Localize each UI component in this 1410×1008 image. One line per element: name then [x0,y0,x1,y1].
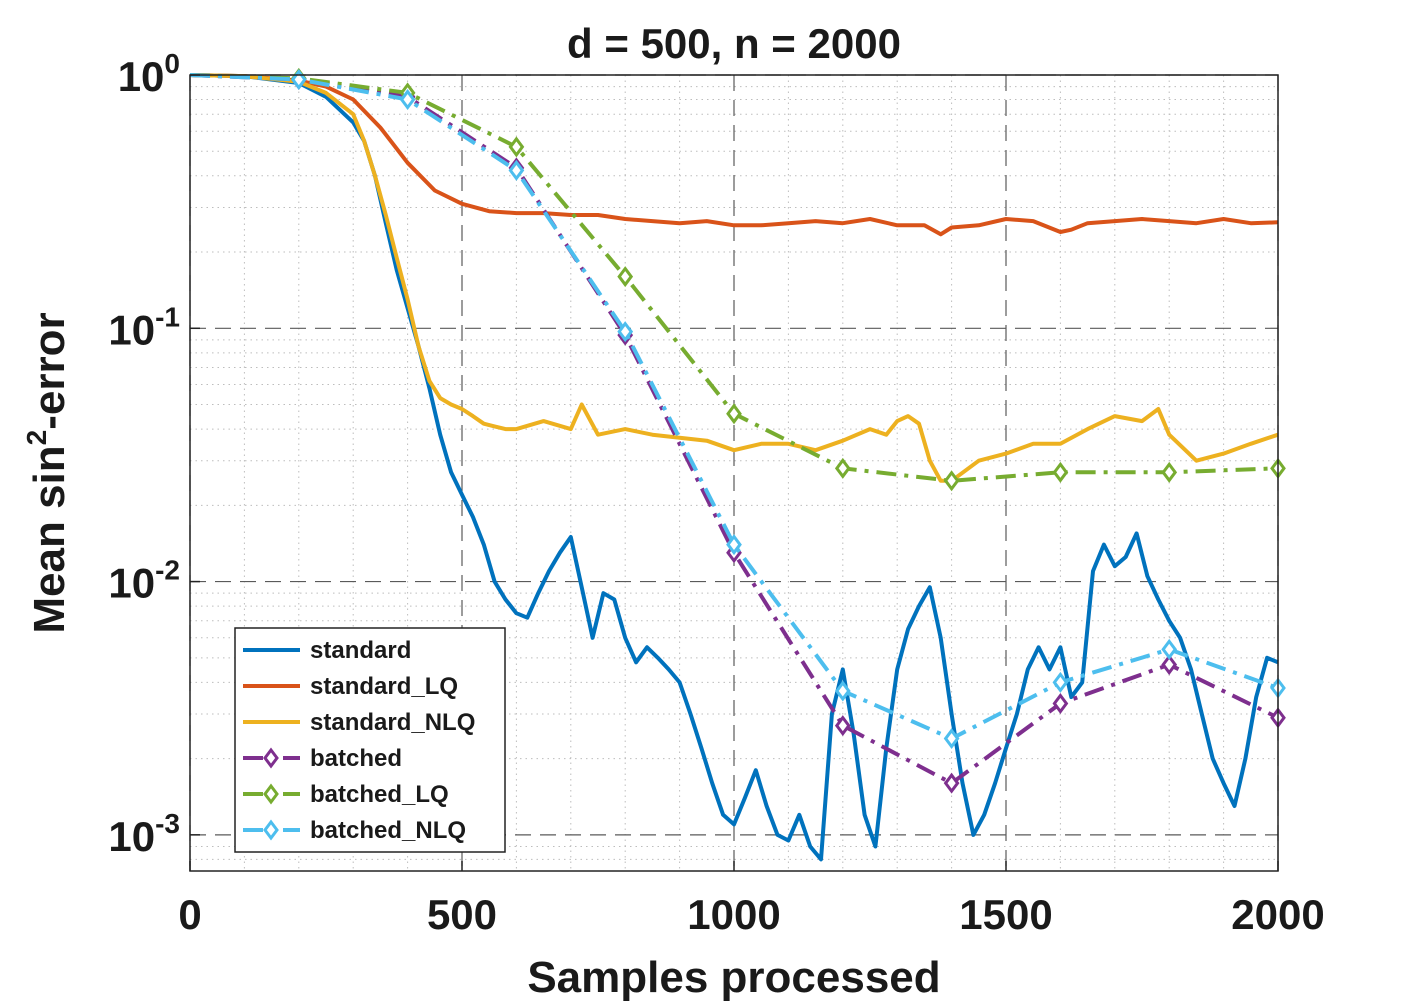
x-tick-label: 1500 [959,891,1052,938]
series-batched_NLQ [189,68,1286,750]
point-batched_NLQ [1052,671,1069,693]
legend-label-standard_NLQ: standard_NLQ [310,709,475,736]
y-tick-exponent: -3 [155,808,180,839]
series-standard_LQ [189,73,1279,237]
legend-label-batched: batched [310,745,402,772]
point-batched_NLQ [943,728,960,750]
x-tick-label: 0 [178,891,201,938]
y-tick-exponent: -2 [155,555,180,586]
point-batched_NLQ [399,89,416,111]
point-batched_NLQ [726,534,742,556]
legend-label-batched_LQ: batched_LQ [310,781,449,808]
series-standard_NLQ [189,73,1279,483]
legend-label-standard_LQ: standard_LQ [310,673,458,700]
x-tick-label: 500 [427,891,497,938]
x-tick-label: 1000 [687,891,780,938]
y-tick-exponent: 0 [164,48,180,79]
chart-title: d = 500, n = 2000 [567,20,901,67]
y-axis-label-sup: 2 [21,430,52,446]
y-tick-label: 10-3 [108,808,180,860]
series-line-batched_NLQ [189,73,1279,741]
x-axis-label: Samples processed [527,953,940,1002]
legend-marker-batched_LQ [263,783,279,805]
point-batched_LQ [943,470,960,492]
y-axis-label-post: -error [25,312,74,429]
series-line-standard_NLQ [189,73,1279,483]
legend-label-standard: standard [310,637,411,664]
y-tick-label: 10-1 [108,301,180,353]
y-tick-base: 10 [118,53,165,100]
point-batched_LQ [508,136,525,158]
legend-marker-batched [263,747,279,769]
point-batched_LQ [834,457,851,479]
point-batched_LQ [617,266,634,288]
point-batched_NLQ [834,680,851,702]
legend-label-batched_NLQ: batched_NLQ [310,817,466,844]
y-axis-label: Mean sin2-error [21,312,74,633]
series-line-standard [189,73,1279,862]
series-layer [189,67,1286,862]
point-batched_NLQ [508,159,525,181]
y-tick-base: 10 [108,813,155,860]
point-batched_NLQ [1161,638,1178,660]
point-batched_LQ [1161,461,1178,483]
point-batched_LQ [1052,461,1069,483]
y-tick-base: 10 [108,560,155,607]
x-tick-label: 2000 [1231,891,1324,938]
point-batched [834,715,851,737]
series-line-standard_LQ [189,73,1279,237]
y-tick-label: 100 [118,48,180,100]
y-axis-label-pre: Mean sin [25,445,74,633]
y-tick-exponent: -1 [155,301,180,332]
y-tick-base: 10 [108,306,155,353]
y-tick-label: 10-2 [108,555,180,607]
point-batched [943,772,960,794]
point-batched [1161,654,1178,676]
legend-marker-batched_NLQ [263,819,279,841]
x-ticks: 0 500 1000 1500 2000 [178,861,1325,938]
series-standard [189,73,1279,862]
point-batched_LQ [726,403,742,425]
point-batched_NLQ [617,321,634,343]
point-batched [1052,693,1069,715]
legend-box [234,627,506,853]
